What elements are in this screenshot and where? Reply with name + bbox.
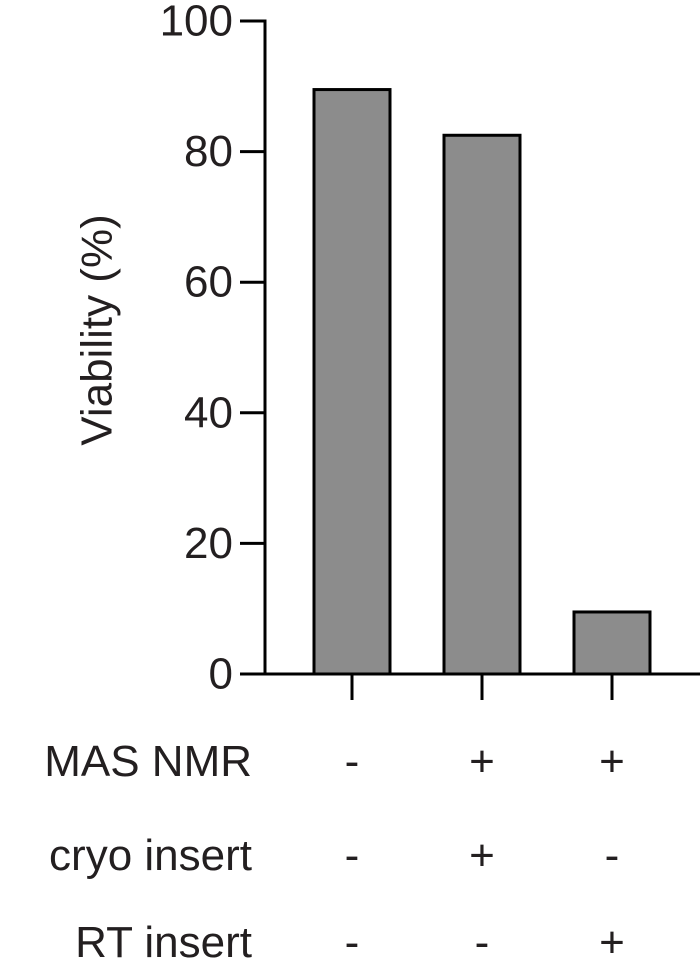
bars xyxy=(312,88,652,676)
y-tick-label: 0 xyxy=(209,650,233,699)
condition-label: MAS NMR xyxy=(44,737,252,786)
condition-sign: + xyxy=(469,831,495,880)
y-tick-label: 80 xyxy=(184,127,233,176)
condition-sign: - xyxy=(345,918,360,967)
y-axis-title: Viability (%) xyxy=(73,214,122,445)
condition-sign: - xyxy=(475,918,490,967)
condition-label: cryo insert xyxy=(49,831,252,880)
condition-sign: + xyxy=(469,737,495,786)
y-axis-ticks: 0 20 40 60 80 100 xyxy=(160,0,265,699)
bar xyxy=(442,133,522,676)
bar xyxy=(312,88,392,676)
condition-sign: - xyxy=(605,831,620,880)
condition-label: RT insert xyxy=(75,918,252,967)
condition-sign: - xyxy=(345,831,360,880)
condition-sign: - xyxy=(345,737,360,786)
y-tick-label: 100 xyxy=(160,0,233,46)
y-tick-label: 60 xyxy=(184,258,233,307)
condition-table: MAS NMR - + + cryo insert - + - RT insert - - + xyxy=(44,737,625,967)
y-tick-label: 40 xyxy=(184,388,233,437)
y-tick-label: 20 xyxy=(184,519,233,568)
axes xyxy=(263,19,700,700)
condition-sign: + xyxy=(599,737,625,786)
condition-sign: + xyxy=(599,918,625,967)
bar xyxy=(572,610,652,676)
